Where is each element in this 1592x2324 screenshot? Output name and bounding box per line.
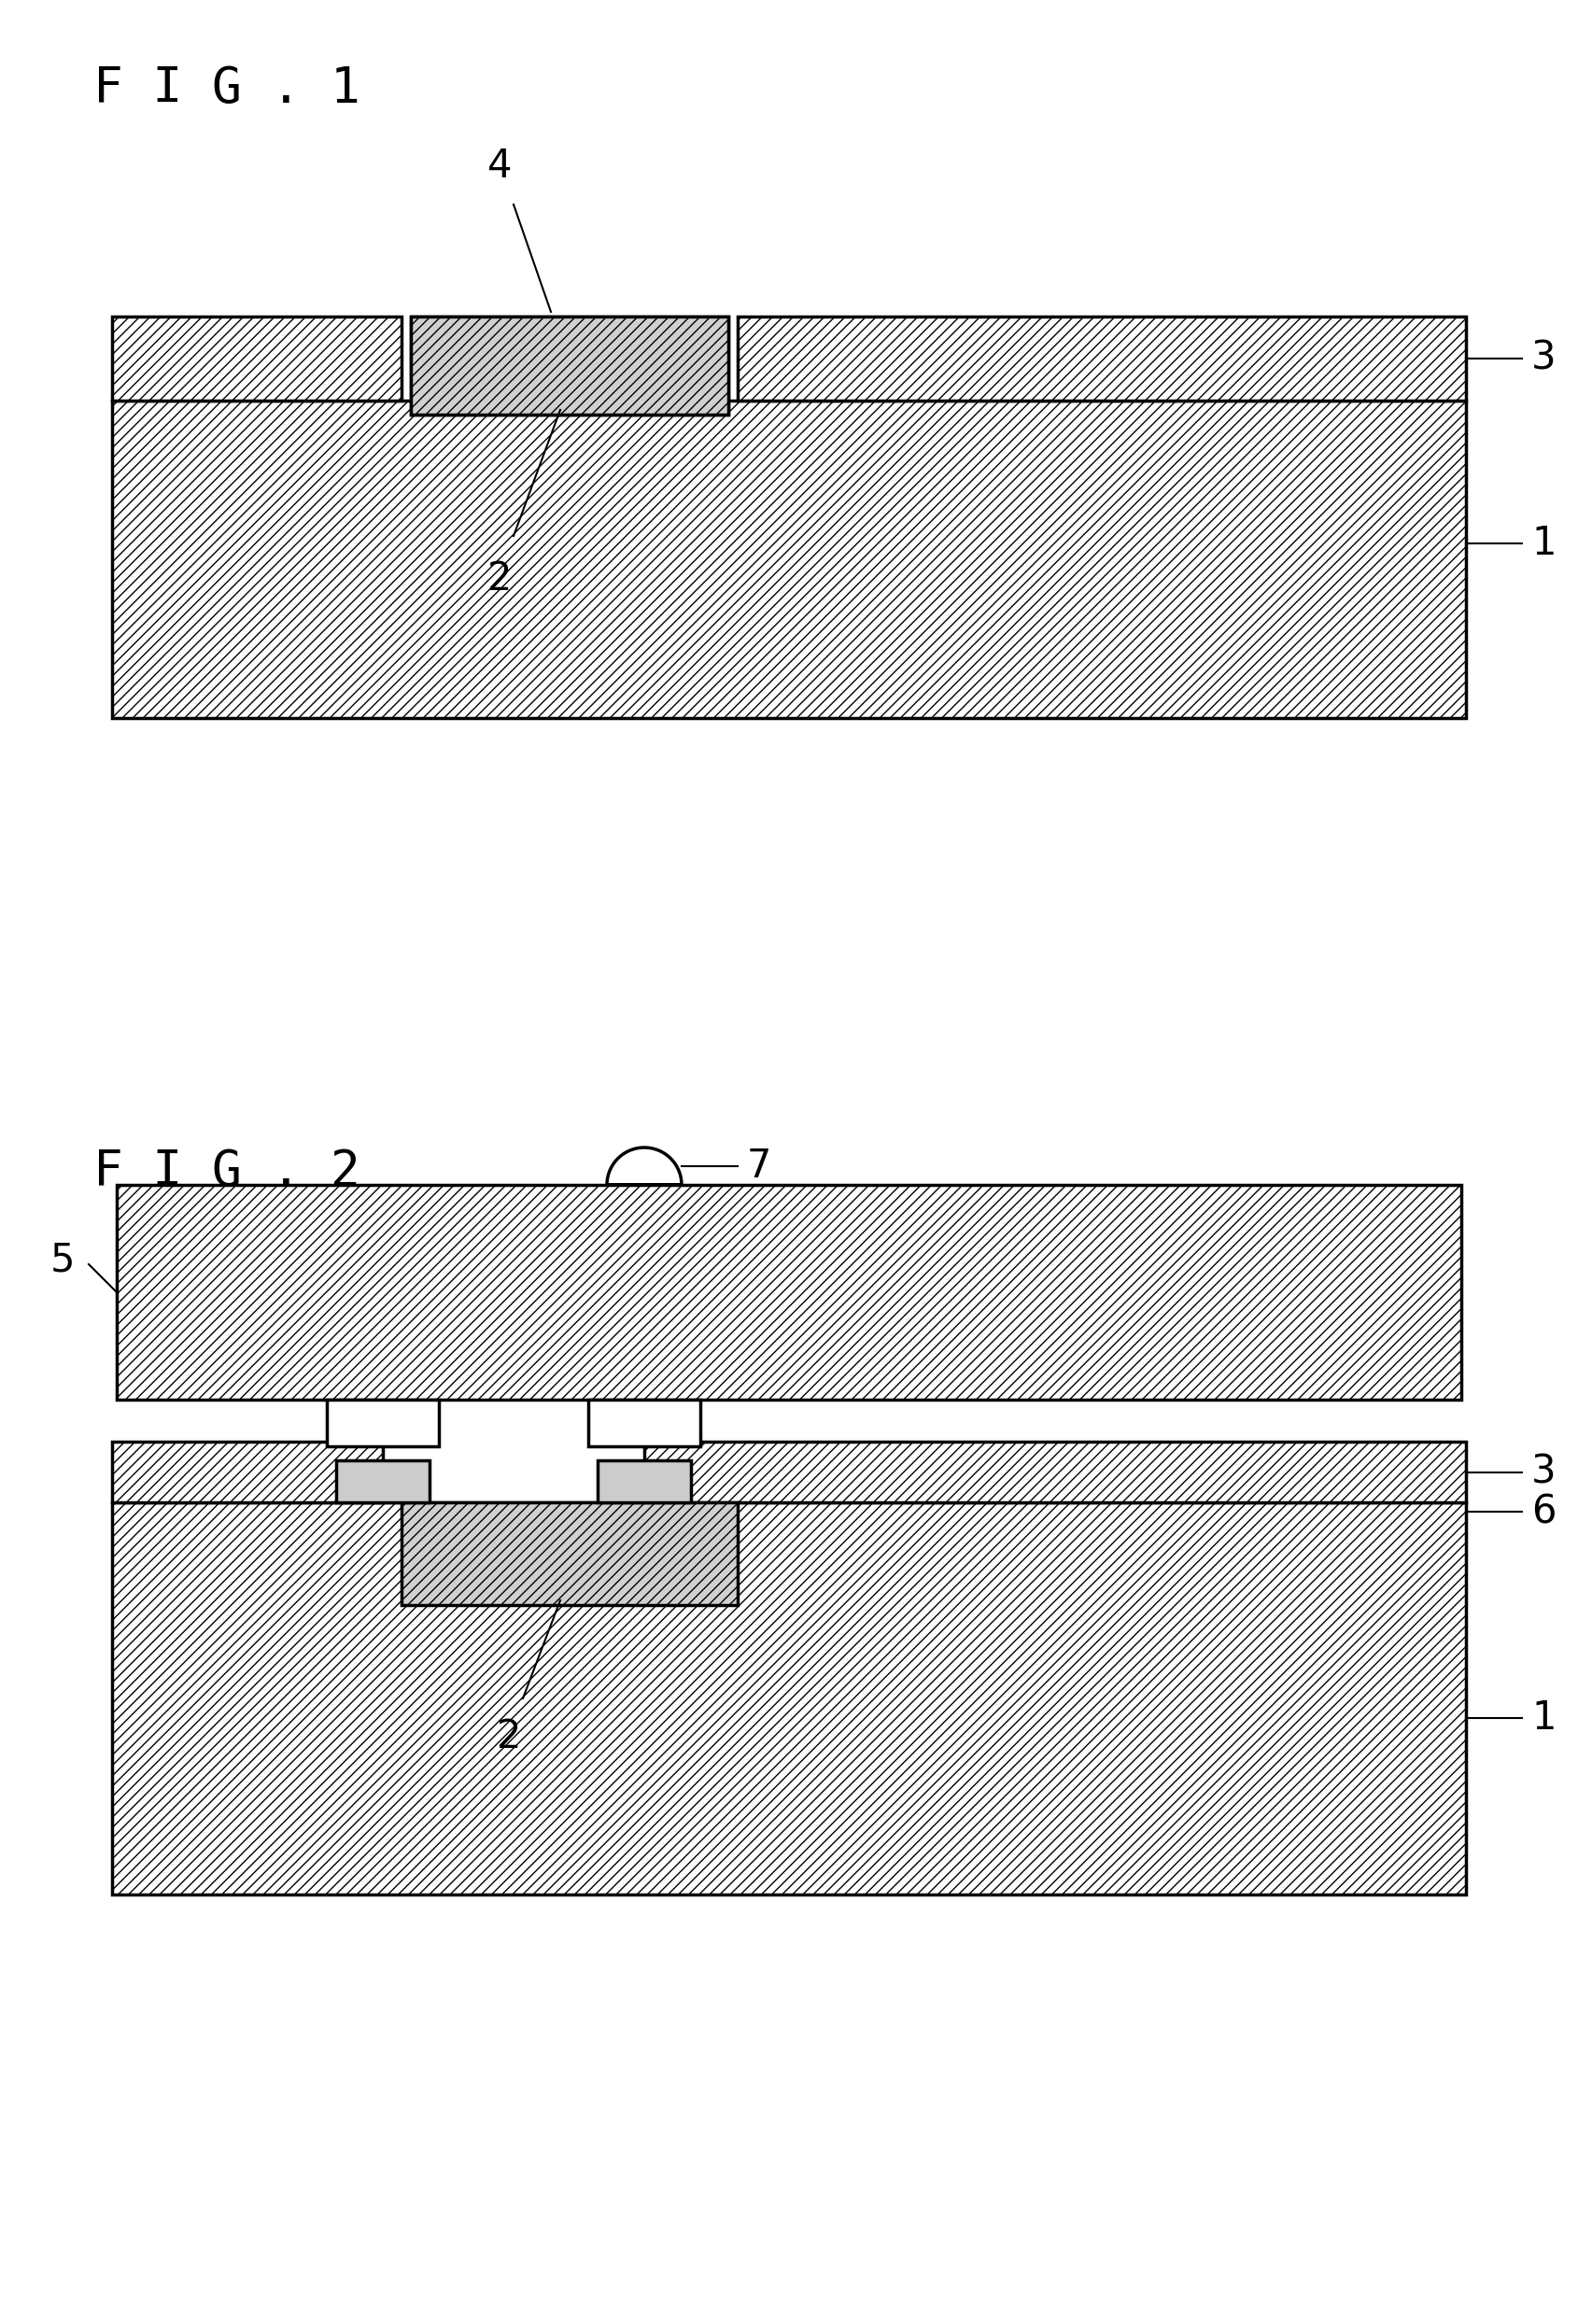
Bar (401, 1501, 737, 1606)
Text: 3: 3 (1530, 339, 1555, 379)
Bar (111, 1501, 1465, 1894)
Bar (336, 1459, 430, 1501)
Bar (326, 1399, 438, 1446)
Text: F I G . 2: F I G . 2 (94, 1148, 360, 1197)
Polygon shape (607, 1148, 681, 1185)
Text: 7: 7 (747, 1146, 771, 1185)
Bar (401, 1501, 737, 1606)
Bar (643, 1441, 1465, 1501)
Bar (411, 316, 728, 414)
Bar (411, 316, 728, 414)
Text: 2: 2 (487, 560, 511, 600)
Text: 2: 2 (497, 1717, 521, 1757)
Text: 4: 4 (487, 146, 511, 186)
Text: 5: 5 (49, 1241, 75, 1278)
Text: 1: 1 (1530, 1699, 1555, 1738)
Bar (116, 1185, 1460, 1399)
Text: 1: 1 (1530, 523, 1555, 562)
Bar (587, 1399, 700, 1446)
Text: 6: 6 (1530, 1492, 1555, 1532)
Bar (111, 316, 401, 400)
Bar (737, 316, 1465, 400)
Bar (111, 400, 1465, 718)
Bar (111, 1441, 382, 1501)
Bar (597, 1459, 691, 1501)
Bar (411, 316, 728, 414)
Text: 3: 3 (1530, 1452, 1555, 1492)
Text: F I G . 1: F I G . 1 (94, 65, 360, 114)
